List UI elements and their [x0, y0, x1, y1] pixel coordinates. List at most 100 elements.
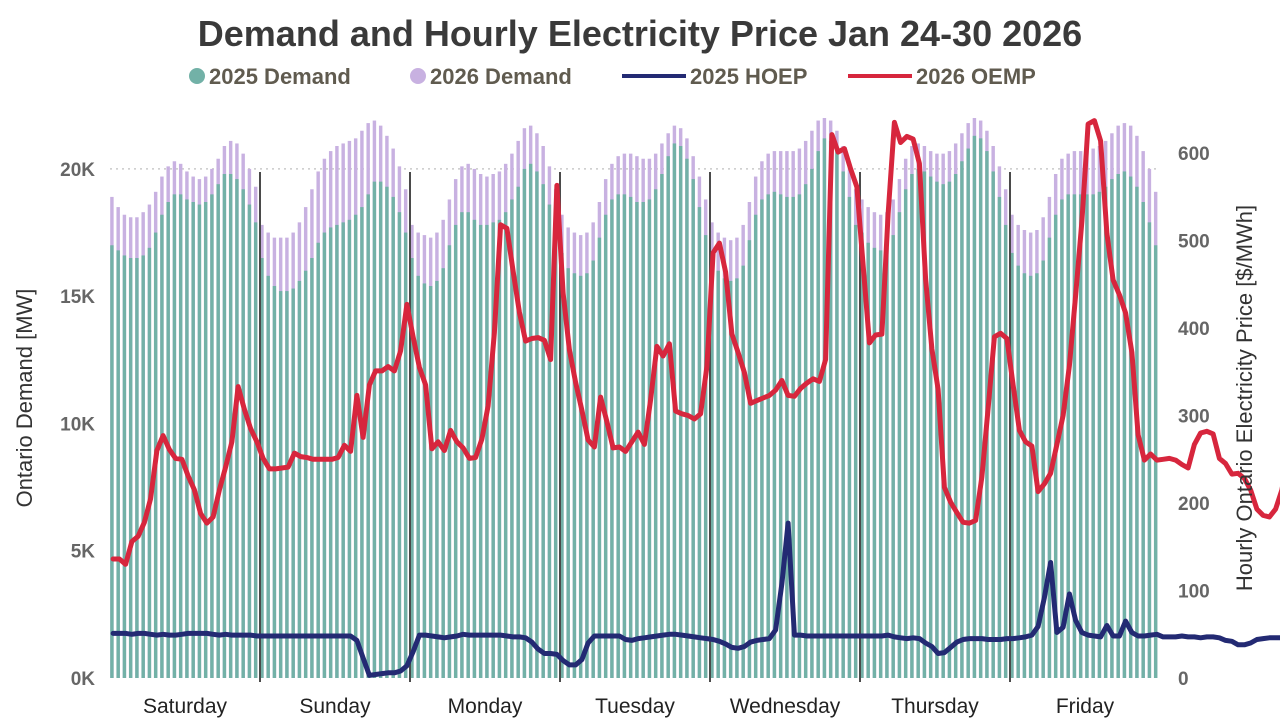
bar-2025-demand-78: [597, 237, 602, 678]
x-tick-wednesday: Wednesday: [730, 695, 841, 718]
bar-2025-demand-116: [835, 151, 839, 679]
bar-2025-demand-152: [1060, 199, 1064, 678]
bar-2025-demand-39: [353, 214, 358, 679]
bar-2025-demand-72: [560, 252, 564, 678]
bar-2025-demand-145: [1016, 265, 1020, 678]
x-tick-thursday: Thursday: [891, 695, 979, 718]
x-tick-monday: Monday: [448, 695, 523, 718]
bar-2025-demand-147: [1028, 275, 1033, 678]
bar-2025-demand-77: [591, 260, 595, 678]
bar-2025-demand-99: [728, 280, 733, 678]
y-left-tick-1: 5K: [71, 542, 96, 563]
y-axis-left-ticks: 0K 5K 10K 15K 20K: [60, 160, 95, 690]
bar-2025-demand-69: [541, 184, 545, 678]
bar-2025-demand-154: [1072, 194, 1077, 679]
bar-2025-demand-8: [160, 214, 164, 679]
bar-2025-demand-106: [772, 191, 777, 678]
bar-2025-demand-159: [1103, 186, 1108, 679]
bar-2025-demand-4: [135, 258, 139, 678]
bar-2025-demand-146: [1022, 273, 1027, 678]
bar-2025-demand-166: [1147, 222, 1152, 679]
bar-2025-demand-131: [928, 176, 933, 679]
bar-2025-demand-2: [122, 255, 127, 678]
bar-2025-demand-160: [1110, 179, 1114, 678]
x-tick-friday: Friday: [1056, 695, 1115, 718]
bar-2025-demand-98: [722, 278, 727, 678]
bar-2025-demand-45: [391, 196, 395, 678]
bar-2025-demand-95: [703, 235, 708, 678]
bar-2025-demand-29: [291, 288, 295, 678]
bar-2025-demand-18: [222, 174, 227, 678]
bar-2025-demand-156: [1085, 194, 1089, 679]
chart-title: Demand and Hourly Electricity Price Jan …: [198, 13, 1082, 54]
bar-2025-demand-94: [697, 207, 702, 678]
x-tick-tuesday: Tuesday: [595, 695, 675, 718]
bar-2025-demand-108: [785, 196, 789, 678]
bar-2025-demand-139: [978, 138, 983, 679]
bar-2025-demand-155: [1078, 194, 1083, 679]
bar-2025-demand-137: [966, 148, 970, 679]
bar-2025-demand-25: [266, 275, 270, 678]
bar-2025-demand-27: [278, 291, 283, 678]
bar-2025-demand-13: [191, 202, 195, 678]
day-separators: [259, 172, 1011, 682]
bar-2025-demand-61: [491, 222, 495, 679]
bar-2025-demand-66: [522, 168, 527, 678]
bar-2025-demand-113: [816, 151, 820, 679]
bar-2025-demand-10: [172, 194, 177, 679]
bar-2025-demand-46: [397, 212, 402, 678]
bar-2025-demand-34: [322, 232, 327, 679]
bar-2025-demand-23: [253, 222, 258, 679]
bar-2025-demand-111: [803, 184, 808, 678]
bar-2025-demand-100: [735, 278, 739, 678]
bar-2025-demand-102: [747, 240, 752, 678]
bar-2025-demand-30: [297, 280, 302, 678]
legend-label-2025-demand: 2025 Demand: [209, 64, 351, 89]
bar-2025-demand-55: [453, 224, 458, 678]
bar-2025-demand-129: [916, 168, 920, 678]
bar-2025-demand-128: [910, 174, 914, 678]
bar-2025-demand-117: [841, 171, 845, 678]
bar-2025-demand-87: [653, 189, 658, 678]
bar-2025-demand-3: [128, 258, 133, 678]
bar-2025-demand-157: [1091, 194, 1095, 679]
line-2026-oemp: [110, 118, 1280, 567]
bar-2025-demand-86: [647, 199, 652, 678]
legend-label-2026-demand: 2026 Demand: [430, 64, 572, 89]
bar-2025-demand-17: [216, 184, 220, 678]
y-right-tick-3: 300: [1178, 407, 1210, 428]
legend-label-2025-hoep: 2025 HOEP: [690, 64, 807, 89]
bar-2025-demand-32: [310, 258, 314, 678]
bar-2025-demand-84: [635, 202, 639, 678]
bar-2025-demand-48: [410, 258, 414, 678]
legend-marker-2026-demand: [410, 68, 426, 84]
bar-2025-demand-96: [710, 258, 714, 678]
bar-2025-demand-24: [260, 258, 264, 678]
bar-2025-demand-109: [791, 196, 795, 678]
bar-2025-demand-153: [1066, 194, 1070, 679]
bar-2025-demand-81: [616, 194, 620, 679]
bar-2025-demand-114: [822, 138, 827, 679]
bar-2025-demand-40: [360, 207, 364, 678]
bar-2025-demand-21: [241, 189, 245, 678]
bar-2025-demand-138: [972, 135, 977, 678]
bar-2025-demand-135: [953, 174, 958, 678]
bar-2025-demand-26: [272, 286, 277, 678]
bar-2025-demand-57: [466, 212, 470, 678]
bar-2025-demand-51: [428, 286, 433, 678]
bar-2025-demand-60: [485, 224, 489, 678]
bar-2025-demand-136: [960, 161, 964, 678]
y-right-tick-5: 500: [1178, 232, 1210, 253]
bar-2025-demand-162: [1122, 171, 1127, 678]
bar-2025-demand-35: [328, 227, 333, 678]
bars-2025-demand: [110, 135, 1158, 679]
bar-2025-demand-165: [1141, 202, 1145, 678]
bar-2025-demand-126: [897, 212, 902, 678]
bar-2025-demand-124: [885, 247, 889, 678]
bar-2025-demand-68: [535, 171, 539, 678]
bar-2025-demand-67: [528, 163, 533, 678]
bar-2025-demand-20: [235, 179, 239, 678]
bar-2025-demand-41: [366, 194, 370, 679]
bar-2025-demand-120: [860, 232, 864, 679]
